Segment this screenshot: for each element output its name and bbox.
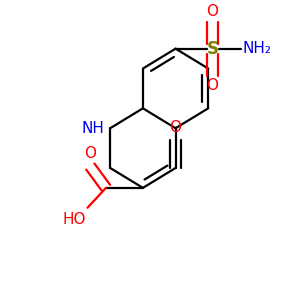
Text: NH₂: NH₂ — [242, 41, 271, 56]
Text: HO: HO — [63, 212, 86, 227]
Text: O: O — [84, 146, 96, 161]
Text: O: O — [169, 120, 181, 135]
Text: S: S — [206, 40, 218, 58]
Text: O: O — [206, 4, 218, 19]
Text: NH: NH — [82, 121, 104, 136]
Text: O: O — [206, 79, 218, 94]
